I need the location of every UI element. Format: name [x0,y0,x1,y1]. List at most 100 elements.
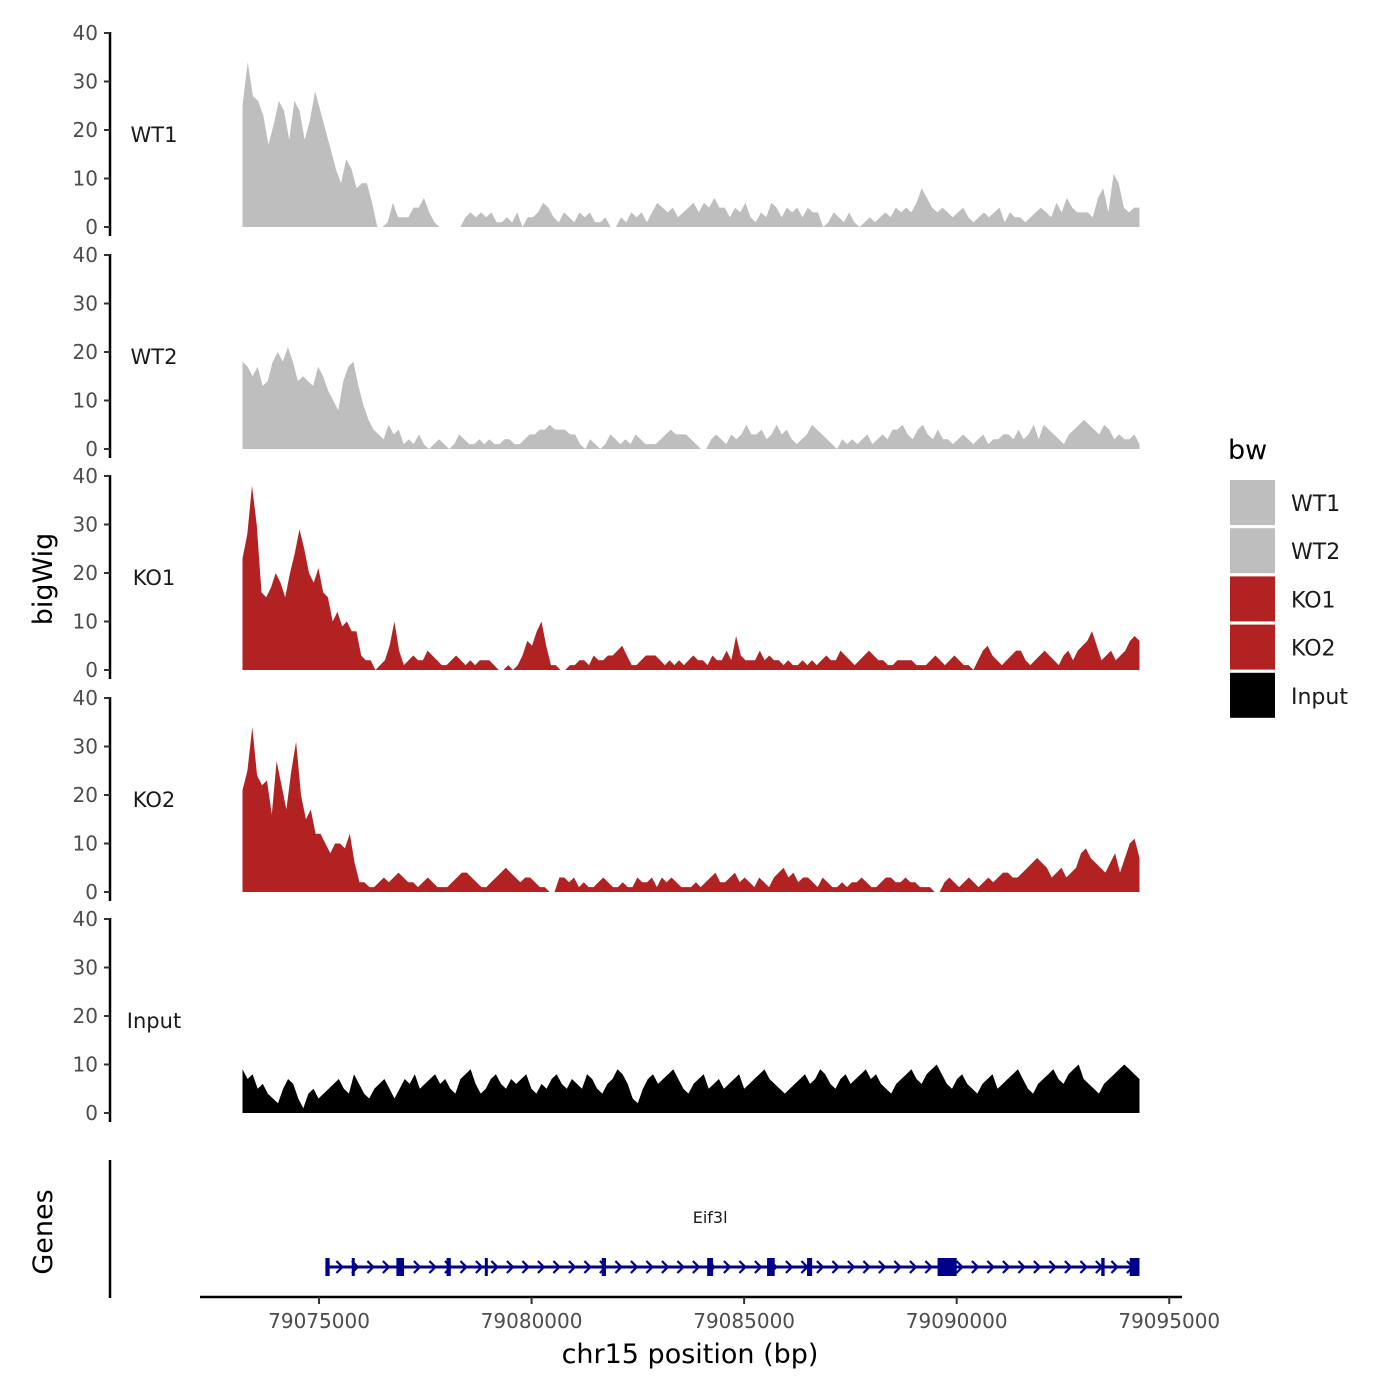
signal-area-input [242,1064,1140,1113]
legend-swatch [1230,528,1275,574]
legend-label: WT1 [1291,492,1340,517]
legend-swatch [1230,480,1275,525]
track-wt2: 0 10 20 30 40 WT2 [73,243,1140,461]
strand-arrow [645,1260,654,1274]
x-tick-label: 79090000 [906,1309,1008,1333]
y-tick-label: 10 [73,832,98,856]
x-tick-label: 79085000 [693,1309,795,1333]
strand-arrow [986,1260,995,1274]
strand-arrow [382,1260,391,1274]
strand-arrow [1017,1260,1026,1274]
gene-eif3l: Eif3l [325,1208,1140,1276]
signal-area-ko1 [242,485,1140,670]
gene-track: Eif3l [108,1160,1140,1298]
legend-item-input: Input [1230,672,1348,718]
exon [484,1258,488,1276]
strand-arrow [723,1260,732,1274]
y-tick-label: 10 [73,167,98,191]
strand-arrow [475,1260,484,1274]
strand-arrow [862,1260,871,1274]
y-tick-label: 30 [73,735,98,759]
exon [325,1258,330,1276]
signal-tracks: 0 10 20 30 40 WT1 0 10 20 30 40 WT2 0 10 20 30 40 KO1 0 10 2… [73,21,1140,1125]
y-tick-label: 30 [73,956,98,980]
exon [1129,1258,1140,1276]
strand-arrow [1048,1260,1057,1274]
legend-label: KO2 [1291,637,1336,662]
exon [351,1258,355,1276]
track-input: 0 10 20 30 40 Input [73,907,1140,1125]
strand-arrow [661,1260,670,1274]
strand-arrow [738,1260,747,1274]
exon [937,1258,957,1276]
strand-arrow [630,1260,639,1274]
track-label: KO1 [133,566,176,590]
y-tick-label: 30 [73,292,98,316]
exon [601,1258,606,1276]
strand-arrow [785,1260,794,1274]
y-axis-title: bigWig [28,533,59,626]
strand-arrow [1033,1260,1042,1274]
strand-arrow [816,1260,825,1274]
strand-arrow [568,1260,577,1274]
legend: bw WT1 WT2 KO1 KO2 Input [1228,435,1348,718]
exon [446,1258,451,1276]
legend-label: KO1 [1291,588,1336,613]
strand-arrow [537,1260,546,1274]
legend-item-ko2: KO2 [1230,624,1336,670]
exon [807,1258,813,1276]
strand-arrow [413,1260,422,1274]
strand-arrow [1110,1260,1119,1274]
track-ko2: 0 10 20 30 40 KO2 [73,686,1140,904]
strand-arrow [878,1260,887,1274]
exon [707,1258,714,1276]
signal-area-ko2 [242,727,1140,892]
track-wt1: 0 10 20 30 40 WT1 [73,21,1140,239]
strand-arrow [955,1260,964,1274]
strand-arrow [583,1260,592,1274]
strand-arrow [893,1260,902,1274]
y-tick-label: 20 [73,118,98,142]
strand-arrow [459,1260,468,1274]
legend-item-wt1: WT1 [1230,480,1340,525]
strand-arrow [676,1260,685,1274]
track-label: WT1 [131,123,178,147]
legend-item-wt2: WT2 [1230,528,1340,574]
y-tick-label: 40 [73,243,98,267]
x-axis-title: chr15 position (bp) [562,1339,819,1370]
y-tick-label: 40 [73,21,98,45]
y-tick-label: 40 [73,907,98,931]
strand-arrow [847,1260,856,1274]
y-tick-label: 20 [73,561,98,585]
strand-arrow [428,1260,437,1274]
exon [396,1258,405,1276]
strand-arrow [831,1260,840,1274]
strand-arrow [506,1260,515,1274]
signal-area-wt1 [242,62,1140,227]
y-tick-label: 40 [73,464,98,488]
y-tick-label: 10 [73,1053,98,1077]
signal-area-wt2 [242,347,1140,449]
y-tick-label: 20 [73,783,98,807]
y-tick-label: 0 [85,1101,98,1125]
legend-swatch [1230,576,1275,622]
legend-swatch [1230,624,1275,670]
legend-item-ko1: KO1 [1230,576,1336,622]
y-tick-label: 20 [73,1004,98,1028]
y-tick-label: 0 [85,658,98,682]
strand-arrow [335,1260,344,1274]
strand-arrow [924,1260,933,1274]
y-tick-label: 10 [73,389,98,413]
legend-swatch [1230,672,1275,718]
strand-arrow [366,1260,375,1274]
strand-arrow [909,1260,918,1274]
y-tick-label: 40 [73,686,98,710]
y-tick-label: 0 [85,880,98,904]
y-tick-label: 10 [73,610,98,634]
track-ko1: 0 10 20 30 40 KO1 [73,464,1140,682]
gene-name-label: Eif3l [693,1208,728,1227]
track-label: WT2 [131,345,178,369]
y-tick-label: 0 [85,215,98,239]
strand-arrow [490,1260,499,1274]
